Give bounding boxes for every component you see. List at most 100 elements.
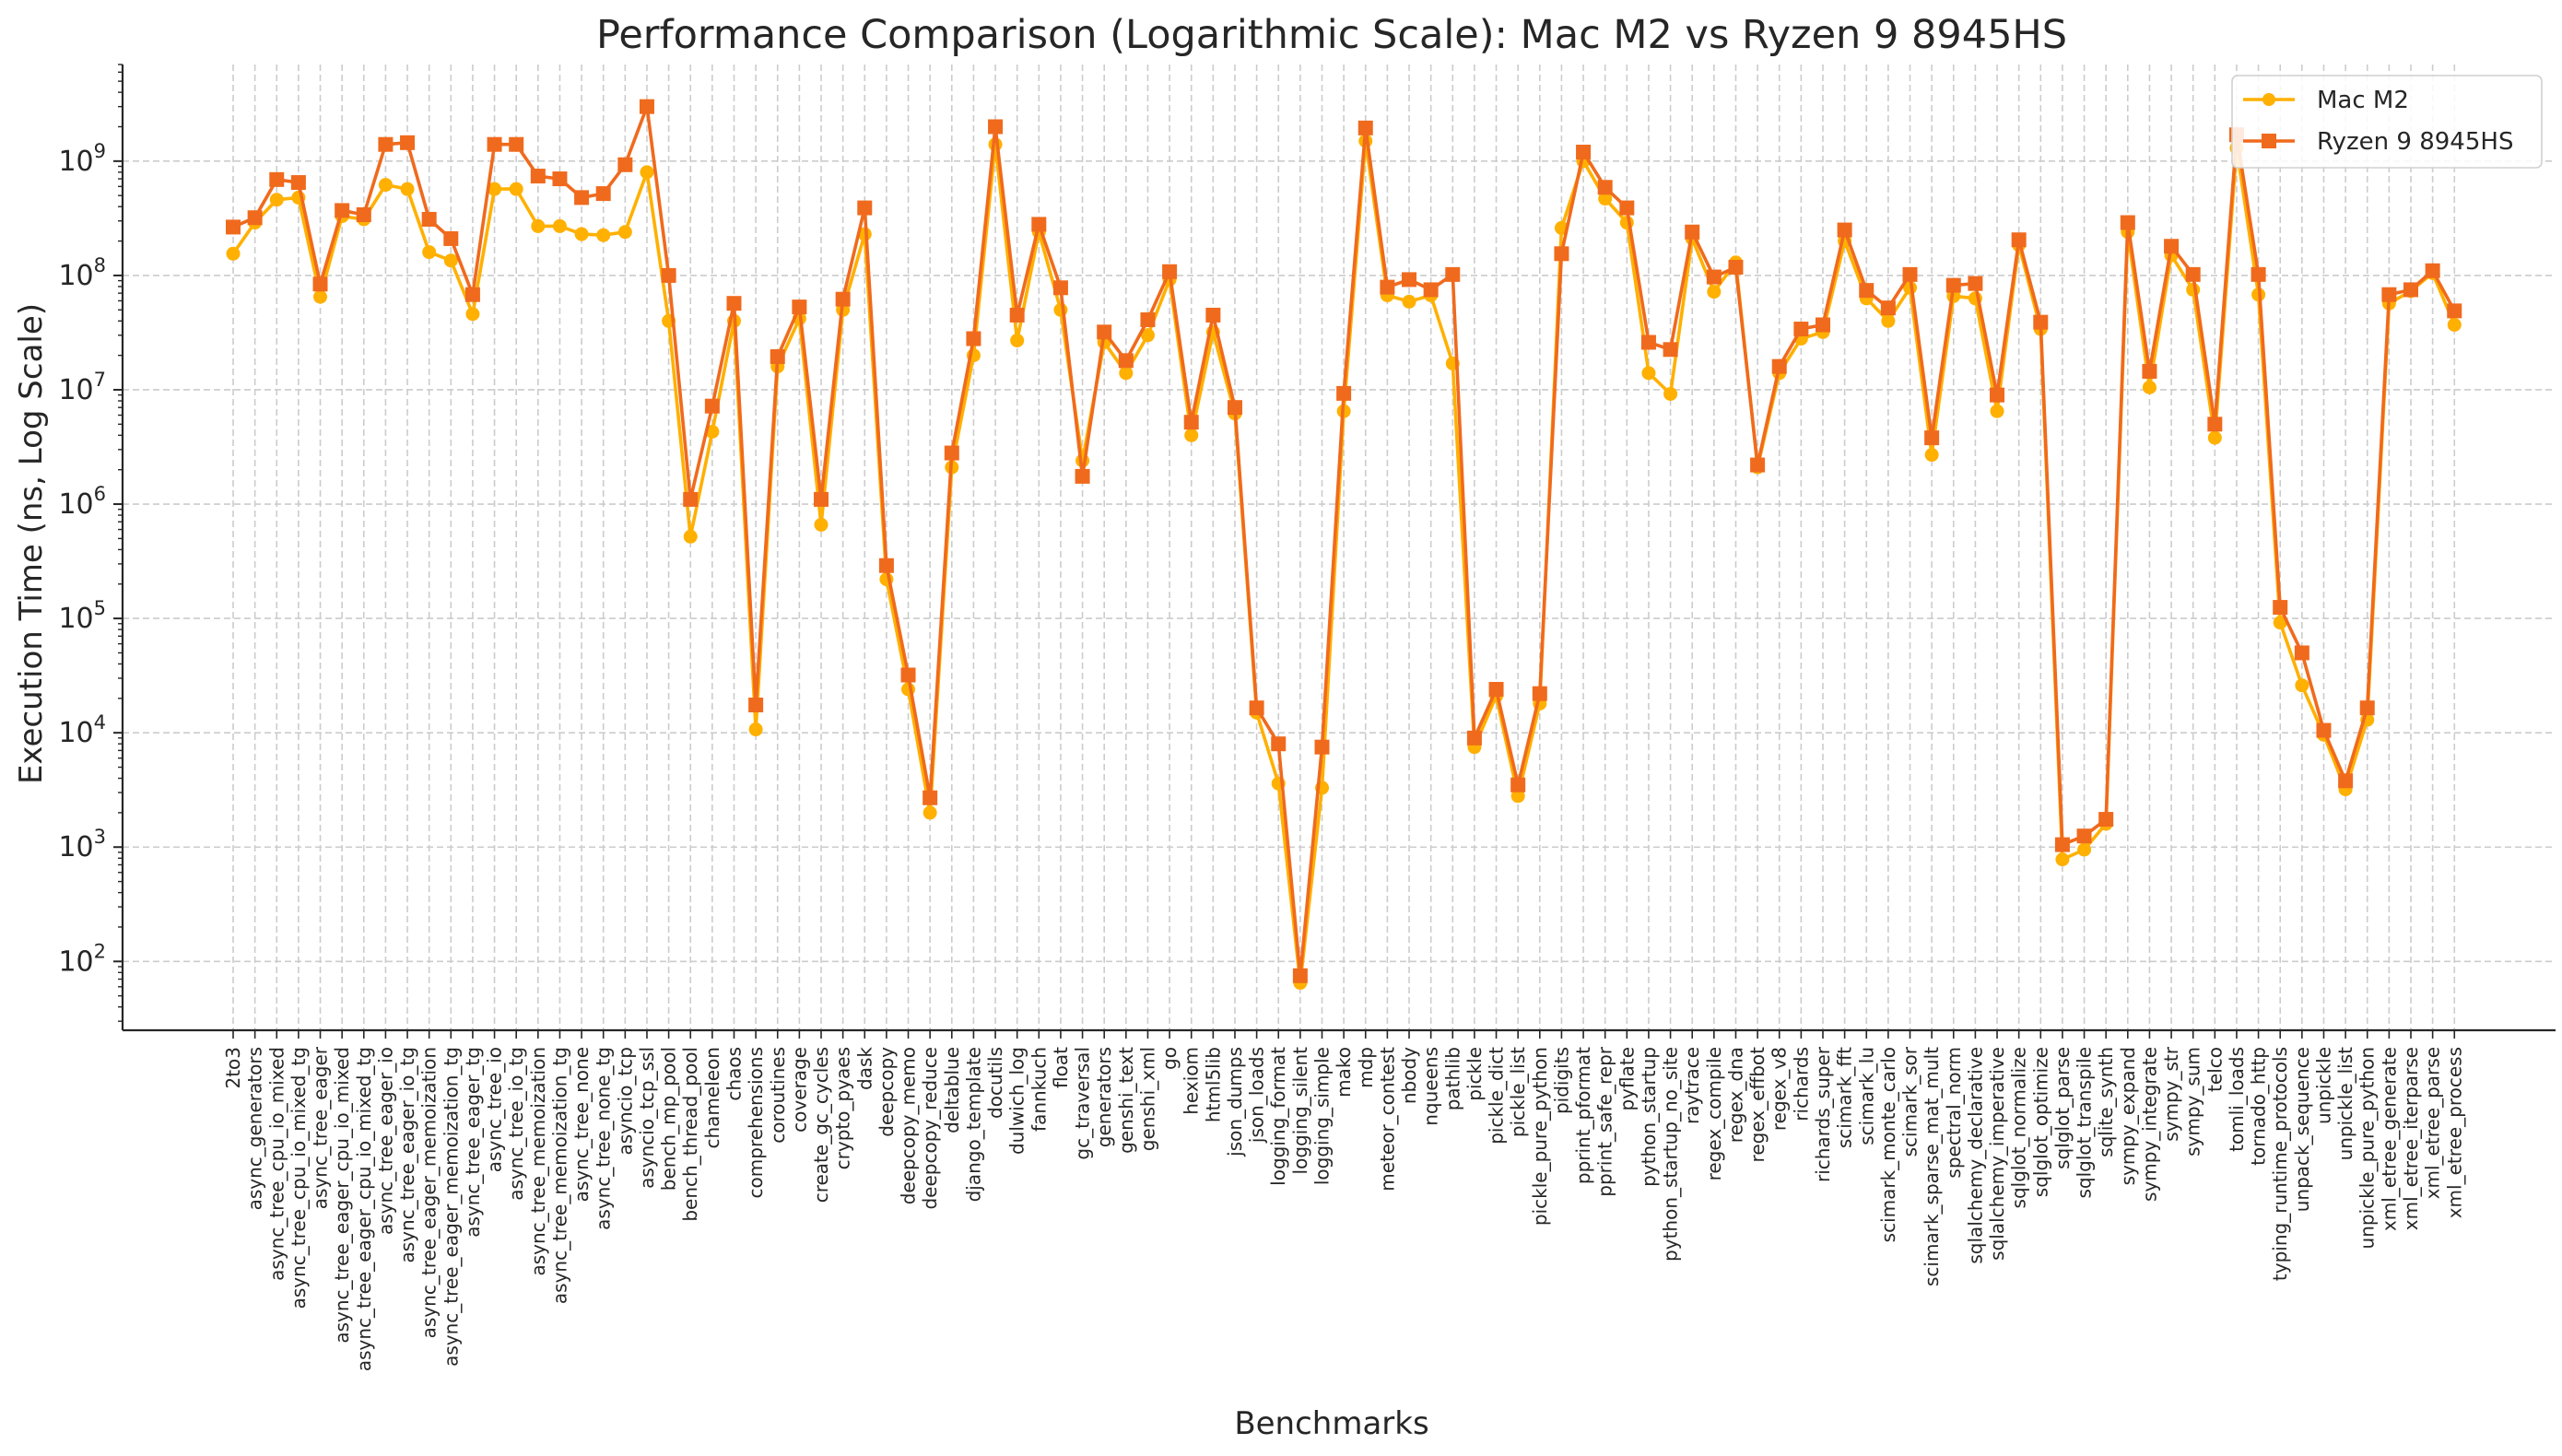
legend-marker-ryzen [2262, 134, 2276, 148]
data-point [596, 228, 611, 242]
legend: Mac M2 Ryzen 9 8945HS [2231, 75, 2543, 169]
data-point [1532, 686, 1547, 701]
legend-marker-mac-m2 [2262, 93, 2275, 106]
x-tick-label: logging_silent [1289, 1047, 1311, 1175]
x-tick-label: sqlglot_optimize [2029, 1047, 2051, 1197]
x-tick-label: json_loads [1246, 1047, 1268, 1144]
x-tick-label: typing_runtime_protocols [2269, 1047, 2291, 1281]
x-tick-label: async_tree_none [570, 1047, 593, 1202]
data-point [1010, 333, 1025, 347]
x-tick-label: scimark_fft [1834, 1047, 1856, 1148]
x-tick-label: generators [1093, 1047, 1115, 1147]
data-point [1052, 280, 1068, 296]
x-tick-label: async_tree_eager_cpu_io_mixed_tg [353, 1047, 375, 1371]
x-tick-label: unpickle_list [2334, 1047, 2356, 1161]
data-point [2294, 645, 2309, 661]
x-tick-label: sqlglot_normalize [2008, 1047, 2030, 1208]
x-tick-label: dask [853, 1047, 876, 1090]
data-point [1271, 736, 1287, 752]
x-tick-label: json_dumps [1224, 1047, 1246, 1157]
data-point [1009, 307, 1025, 323]
x-tick-label: asyncio_tcp [614, 1047, 636, 1156]
x-tick-label: docutils [984, 1047, 1006, 1119]
x-tick-label: xml_etree_parse [2422, 1047, 2444, 1199]
y-tick-label: 108 [58, 254, 106, 292]
x-tick-label: raytrace [1681, 1047, 1703, 1124]
x-tick-label: deepcopy_memo [898, 1047, 920, 1204]
y-tick-label: 103 [58, 826, 106, 863]
x-tick-label: float [1050, 1047, 1072, 1088]
data-point [661, 267, 676, 283]
data-point [2403, 282, 2418, 298]
data-point [1619, 200, 1635, 216]
x-tick-label: deltablue [941, 1047, 963, 1133]
data-point [1510, 789, 1525, 804]
data-point [1685, 224, 1700, 240]
data-point [1249, 700, 1264, 716]
data-point [814, 491, 829, 507]
data-point [2055, 852, 2070, 867]
data-point [1990, 404, 2004, 418]
data-point [2316, 722, 2332, 738]
x-tick-label: pickle_pure_python [1529, 1047, 1551, 1226]
x-tick-label: async_tree_eager_io_tg [396, 1047, 418, 1263]
data-point [2251, 266, 2266, 282]
data-point [1336, 385, 1352, 401]
x-tick-label: xml_etree_process [2443, 1047, 2465, 1218]
data-point [488, 182, 502, 196]
x-tick-label: async_tree_cpu_io_mixed [265, 1047, 288, 1281]
data-point [1053, 302, 1068, 317]
data-point [443, 253, 458, 268]
x-tick-label: pyflate [1616, 1047, 1638, 1111]
x-tick-label: coverage [788, 1047, 810, 1133]
x-tick-label: django_template [962, 1047, 984, 1202]
data-point [1597, 180, 1613, 195]
y-tick-labels: 102 103 104 105 106 107 108 109 [58, 140, 106, 978]
data-point [269, 171, 285, 187]
data-point [1380, 279, 1395, 295]
data-point [2207, 417, 2223, 432]
data-point [748, 722, 763, 737]
x-tick-label: comprehensions [745, 1047, 767, 1198]
data-point [2033, 314, 2049, 330]
data-point [640, 165, 654, 180]
x-tick-label: bench_thread_pool [679, 1047, 701, 1222]
x-tick-label: unpack_sequence [2291, 1047, 2313, 1212]
data-point [1445, 266, 1461, 282]
data-point [900, 667, 916, 683]
y-tick-label: 104 [58, 711, 106, 749]
data-point [530, 169, 546, 184]
data-point [1663, 386, 1678, 401]
data-point [1990, 387, 2005, 403]
data-point [1140, 328, 1155, 343]
x-tick-label: deepcopy_reduce [919, 1047, 941, 1210]
data-point [792, 299, 807, 315]
data-point [923, 790, 938, 805]
x-tick-label: bench_mp_pool [658, 1047, 680, 1191]
data-point [857, 200, 873, 216]
data-point [1663, 342, 1678, 358]
data-point [2185, 266, 2201, 282]
data-point [2098, 812, 2114, 828]
x-tick-label: sympy_integrate [2138, 1047, 2160, 1202]
x-tick-label: pidigits [1550, 1047, 1572, 1114]
data-point [683, 529, 698, 544]
y-tick-label: 109 [58, 140, 106, 178]
data-point [1292, 968, 1308, 983]
x-tick-label: pickle [1463, 1047, 1486, 1101]
x-tick-label: async_tree_io_tg [505, 1047, 527, 1201]
data-point [400, 135, 416, 150]
legend-label-ryzen: Ryzen 9 8945HS [2317, 128, 2513, 156]
x-tick-label: sympy_expand [2117, 1047, 2139, 1185]
data-point [2359, 700, 2375, 716]
data-point [1902, 266, 1918, 282]
x-tick-label: mdp [1355, 1047, 1377, 1088]
x-tick-label: async_generators [244, 1047, 266, 1210]
x-tick-label: async_tree_eager_cpu_io_mixed [331, 1047, 353, 1344]
data-point [226, 246, 241, 261]
data-point [1706, 269, 1722, 285]
data-point [1402, 294, 1416, 309]
data-point [1075, 468, 1090, 484]
x-tick-label: mako [1333, 1047, 1355, 1098]
x-tick-label: meteor_contest [1376, 1047, 1398, 1192]
